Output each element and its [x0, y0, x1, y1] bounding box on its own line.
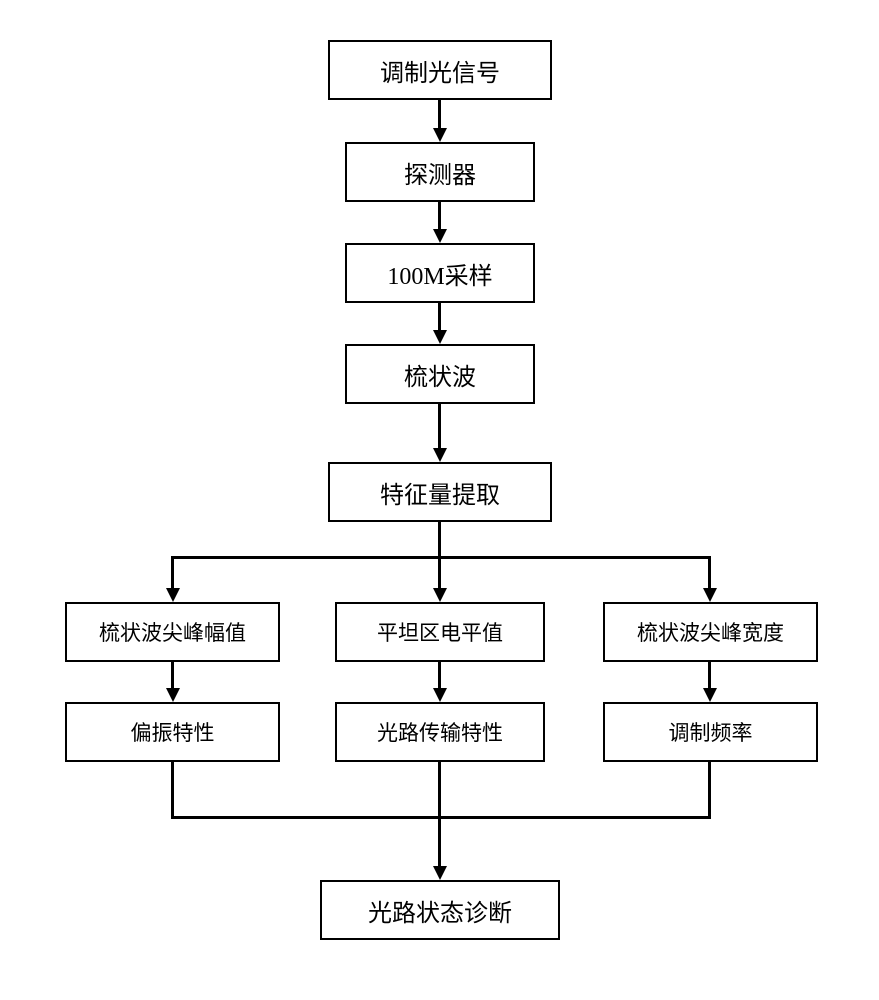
- arrow-head: [166, 588, 180, 602]
- node-label: 偏振特性: [131, 717, 215, 747]
- edge: [708, 662, 711, 690]
- node-detector: 探测器: [345, 142, 535, 202]
- node-label: 梳状波: [404, 357, 476, 392]
- edge: [438, 202, 441, 231]
- node-label: 调制频率: [669, 717, 753, 747]
- arrow-head: [703, 588, 717, 602]
- edge: [438, 404, 441, 450]
- node-label: 光路状态诊断: [368, 893, 512, 928]
- node-modulated-optical-signal: 调制光信号: [328, 40, 552, 100]
- node-label: 100M采样: [387, 256, 492, 291]
- node-optical-transmission-characteristics: 光路传输特性: [335, 702, 545, 762]
- edge: [708, 762, 711, 818]
- node-flat-level-value: 平坦区电平值: [335, 602, 545, 662]
- edge: [438, 556, 441, 590]
- edge: [171, 762, 174, 818]
- edge: [438, 100, 441, 130]
- arrow-head: [433, 330, 447, 344]
- node-label: 特征量提取: [380, 475, 500, 510]
- node-feature-extraction: 特征量提取: [328, 462, 552, 522]
- node-label: 梳状波尖峰幅值: [99, 617, 246, 647]
- arrow-head: [166, 688, 180, 702]
- node-label: 探测器: [404, 155, 476, 190]
- node-comb-peak-amplitude: 梳状波尖峰幅值: [65, 602, 280, 662]
- edge: [171, 816, 711, 819]
- arrow-head: [703, 688, 717, 702]
- edge: [438, 816, 441, 868]
- node-comb-peak-width: 梳状波尖峰宽度: [603, 602, 818, 662]
- arrow-head: [433, 866, 447, 880]
- edge: [708, 556, 711, 590]
- node-label: 梳状波尖峰宽度: [637, 617, 784, 647]
- node-polarization-characteristics: 偏振特性: [65, 702, 280, 762]
- edge: [438, 762, 441, 818]
- edge: [438, 522, 441, 558]
- node-comb-wave: 梳状波: [345, 344, 535, 404]
- edge: [171, 662, 174, 690]
- node-label: 平坦区电平值: [377, 617, 503, 647]
- arrow-head: [433, 448, 447, 462]
- edge: [171, 556, 174, 590]
- arrow-head: [433, 229, 447, 243]
- arrow-head: [433, 688, 447, 702]
- arrow-head: [433, 128, 447, 142]
- node-label: 调制光信号: [380, 53, 500, 88]
- node-modulation-frequency: 调制频率: [603, 702, 818, 762]
- node-100m-sampling: 100M采样: [345, 243, 535, 303]
- node-optical-path-state-diagnosis: 光路状态诊断: [320, 880, 560, 940]
- edge: [171, 556, 711, 559]
- node-label: 光路传输特性: [377, 717, 503, 747]
- arrow-head: [433, 588, 447, 602]
- edge: [438, 303, 441, 332]
- edge: [438, 662, 441, 690]
